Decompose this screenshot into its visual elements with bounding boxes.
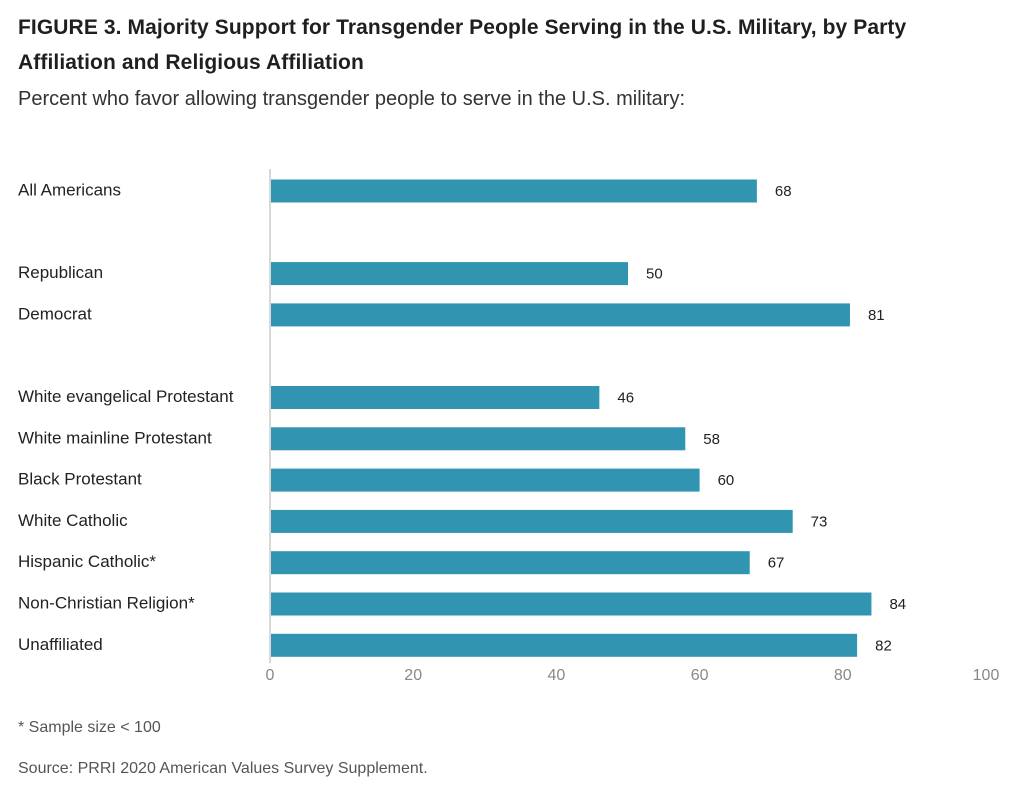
- value-label: 58: [703, 431, 720, 448]
- bar: [271, 468, 700, 492]
- bar: [271, 551, 750, 575]
- bar: [271, 509, 793, 533]
- bar: [271, 427, 686, 451]
- chart-note: * Sample size < 100: [18, 719, 161, 736]
- category-label: Republican: [18, 263, 103, 282]
- chart-source: Source: PRRI 2020 American Values Survey…: [18, 760, 428, 777]
- x-tick-label: 0: [266, 667, 275, 684]
- bar: [271, 592, 872, 616]
- category-label: White evangelical Protestant: [18, 387, 234, 406]
- value-label: 67: [768, 555, 785, 572]
- x-tick-label: 20: [404, 667, 422, 684]
- value-label: 60: [718, 472, 735, 489]
- value-label: 50: [646, 266, 663, 283]
- category-label: White Catholic: [18, 511, 128, 530]
- x-tick-label: 100: [973, 667, 1000, 684]
- category-label: Hispanic Catholic*: [18, 552, 156, 571]
- value-label: 81: [868, 307, 885, 324]
- value-label: 84: [889, 596, 906, 613]
- category-label: Non-Christian Religion*: [18, 593, 195, 612]
- category-label: Unaffiliated: [18, 635, 103, 654]
- category-label: Black Protestant: [18, 470, 142, 489]
- category-label: Democrat: [18, 304, 92, 323]
- value-label: 46: [617, 389, 634, 406]
- value-label: 82: [875, 637, 892, 654]
- chart-subtitle: Percent who favor allowing transgender p…: [18, 88, 686, 110]
- chart-title-line-1: FIGURE 3. Majority Support for Transgend…: [18, 16, 907, 39]
- bar: [271, 262, 628, 286]
- value-label: 73: [811, 513, 828, 530]
- x-tick-label: 40: [548, 667, 566, 684]
- category-label: White mainline Protestant: [18, 428, 212, 447]
- bar: [271, 303, 850, 327]
- chart-title-line-2: Affiliation and Religious Affiliation: [18, 51, 364, 74]
- bar: [271, 633, 858, 657]
- value-label: 68: [775, 183, 792, 200]
- x-tick-label: 60: [691, 667, 709, 684]
- bar: [271, 179, 757, 203]
- x-tick-label: 80: [834, 667, 852, 684]
- bar: [271, 386, 600, 409]
- category-label: All Americans: [18, 180, 121, 199]
- bar-chart: All Americans 68 Republican 50 Democrat 81 Whi…: [18, 169, 1000, 684]
